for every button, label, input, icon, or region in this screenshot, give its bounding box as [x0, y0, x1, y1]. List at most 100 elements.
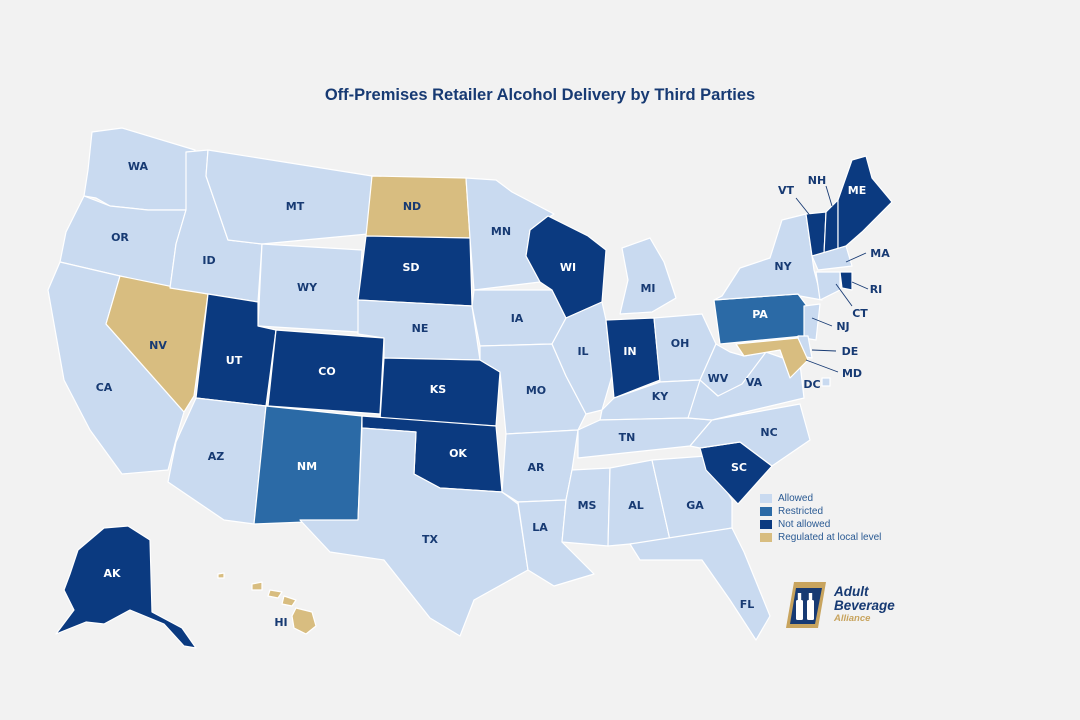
state-DC	[821, 377, 831, 387]
state-MD	[735, 337, 809, 379]
state-label-NE: NE	[412, 322, 429, 335]
state-label-MI: MI	[640, 282, 655, 295]
brand-name: Adult Beverage	[834, 585, 895, 613]
state-label-AZ: AZ	[208, 450, 225, 463]
label-leader-line	[835, 283, 853, 307]
state-label-NV: NV	[149, 339, 167, 352]
legend-swatch-restricted	[760, 507, 772, 516]
state-TN	[577, 417, 713, 459]
state-label-NC: NC	[760, 426, 777, 439]
legend-swatch-local	[760, 533, 772, 542]
label-leader-line	[825, 185, 833, 207]
state-CT	[815, 271, 841, 301]
legend-label-local: Regulated at local level	[778, 532, 882, 543]
legend-swatch-not-allowed	[760, 520, 772, 529]
label-leader-line	[805, 359, 839, 373]
map-title: Off-Premises Retailer Alcohol Delivery b…	[324, 86, 756, 104]
state-label-RI: RI	[870, 283, 883, 296]
state-label-TX: TX	[422, 533, 439, 546]
state-label-VT: VT	[778, 184, 795, 197]
state-label-KY: KY	[652, 390, 670, 403]
state-label-MN: MN	[491, 225, 511, 238]
legend-item-restricted: Restricted	[760, 505, 881, 518]
state-label-SC: SC	[731, 461, 747, 474]
state-label-AR: AR	[528, 461, 546, 474]
legend-label-allowed: Allowed	[778, 493, 814, 504]
brand-subtitle: Alliance	[834, 613, 871, 624]
state-FL	[629, 527, 771, 641]
state-label-IN: IN	[623, 345, 636, 358]
brand-name-line2: Beverage	[834, 598, 895, 613]
label-leader-line	[811, 349, 837, 352]
state-ME	[837, 155, 893, 251]
legend-item-not-allowed: Not allowed	[760, 518, 881, 531]
label-leader-line	[845, 252, 867, 263]
label-leader-line	[851, 281, 869, 290]
state-HI-island	[281, 595, 297, 607]
state-HI-island	[217, 572, 225, 579]
legend-swatch-allowed	[760, 494, 772, 503]
state-label-NY: NY	[774, 260, 792, 273]
state-label-CT: CT	[852, 307, 868, 320]
state-MI	[619, 237, 677, 315]
state-label-AK: AK	[103, 567, 121, 580]
state-label-PA: PA	[752, 308, 768, 321]
state-HI-island	[267, 589, 283, 599]
brand-name-line1: Adult	[834, 584, 869, 599]
legend-item-local: Regulated at local level	[760, 531, 881, 544]
state-label-CA: CA	[96, 381, 113, 394]
state-label-HI: HI	[274, 616, 287, 629]
state-NC	[689, 403, 811, 467]
state-label-ME: ME	[848, 184, 866, 197]
state-label-IL: IL	[577, 345, 588, 358]
label-leader-line	[811, 317, 833, 327]
state-label-MS: MS	[578, 499, 597, 512]
state-label-WI: WI	[560, 261, 576, 274]
state-label-IA: IA	[511, 312, 524, 325]
state-RI	[839, 271, 853, 291]
state-NH	[823, 199, 839, 255]
state-KS	[379, 357, 501, 427]
state-label-SD: SD	[402, 261, 419, 274]
legend-label-restricted: Restricted	[778, 506, 824, 517]
state-label-OH: OH	[671, 337, 690, 350]
state-label-AL: AL	[628, 499, 644, 512]
state-label-ND: ND	[403, 200, 421, 213]
state-label-WV: WV	[708, 372, 729, 385]
state-label-KS: KS	[430, 383, 447, 396]
state-label-MO: MO	[526, 384, 546, 397]
state-label-GA: GA	[686, 499, 704, 512]
legend-label-not-allowed: Not allowed	[778, 519, 831, 530]
legend: Allowed Restricted Not allowed Regulated…	[760, 492, 881, 544]
state-label-LA: LA	[532, 521, 548, 534]
state-TX	[299, 427, 529, 637]
state-AK	[55, 525, 197, 649]
state-NY	[713, 213, 823, 301]
label-leader-line	[795, 197, 813, 219]
state-label-UT: UT	[226, 354, 243, 367]
state-label-NH: NH	[808, 174, 826, 187]
bottles-icon	[786, 582, 826, 628]
state-label-DC: DC	[803, 378, 820, 391]
state-label-DE: DE	[842, 345, 859, 358]
state-label-WY: WY	[297, 281, 318, 294]
state-MS	[561, 467, 611, 547]
state-label-OR: OR	[111, 231, 129, 244]
state-label-NJ: NJ	[836, 320, 849, 333]
state-MA	[811, 245, 853, 271]
state-label-NM: NM	[297, 460, 317, 473]
state-label-ID: ID	[202, 254, 215, 267]
state-label-MD: MD	[842, 367, 862, 380]
state-label-WA: WA	[128, 160, 149, 173]
state-label-MA: MA	[870, 247, 890, 260]
legend-item-allowed: Allowed	[760, 492, 881, 505]
state-label-CO: CO	[318, 365, 335, 378]
state-label-MT: MT	[286, 200, 305, 213]
state-label-VA: VA	[746, 376, 763, 389]
state-IN	[605, 317, 661, 399]
state-HI-island	[291, 607, 317, 635]
brand-logo: Adult Beverage Alliance	[782, 580, 922, 630]
state-label-FL: FL	[740, 598, 755, 611]
state-label-TN: TN	[619, 431, 636, 444]
